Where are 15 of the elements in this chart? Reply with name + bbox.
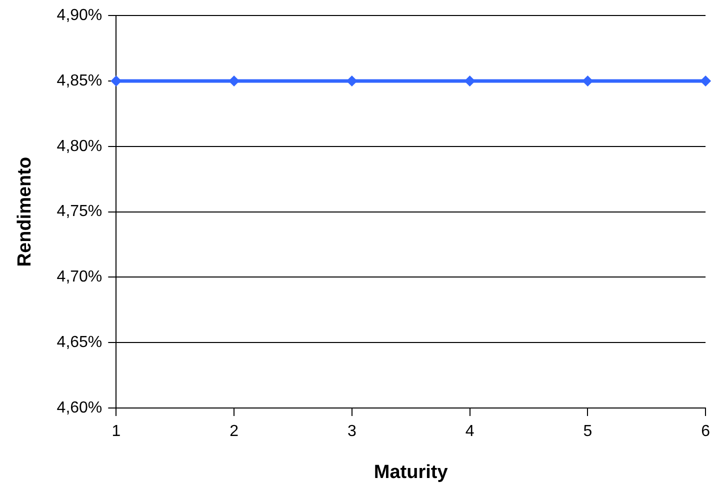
- y-tick-label: 4,75%: [56, 203, 102, 220]
- x-tick-label: 5: [583, 423, 592, 440]
- x-tick-label: 1: [112, 423, 121, 440]
- x-axis-title: Maturity: [374, 462, 448, 483]
- y-tick-label: 4,65%: [56, 334, 102, 352]
- y-axis-title: Rendimento: [14, 156, 36, 267]
- y-tick-label: 4,60%: [56, 399, 102, 416]
- y-tick-label: 4,70%: [56, 268, 102, 286]
- x-tick-label: 6: [701, 423, 710, 440]
- y-tick-label: 4,85%: [56, 72, 102, 90]
- x-tick-label: 3: [347, 423, 356, 440]
- x-tick-label: 2: [230, 423, 239, 440]
- y-tick-label: 4,90%: [56, 7, 102, 24]
- y-tick-label: 4,80%: [56, 138, 102, 155]
- x-tick-label: 4: [465, 423, 474, 440]
